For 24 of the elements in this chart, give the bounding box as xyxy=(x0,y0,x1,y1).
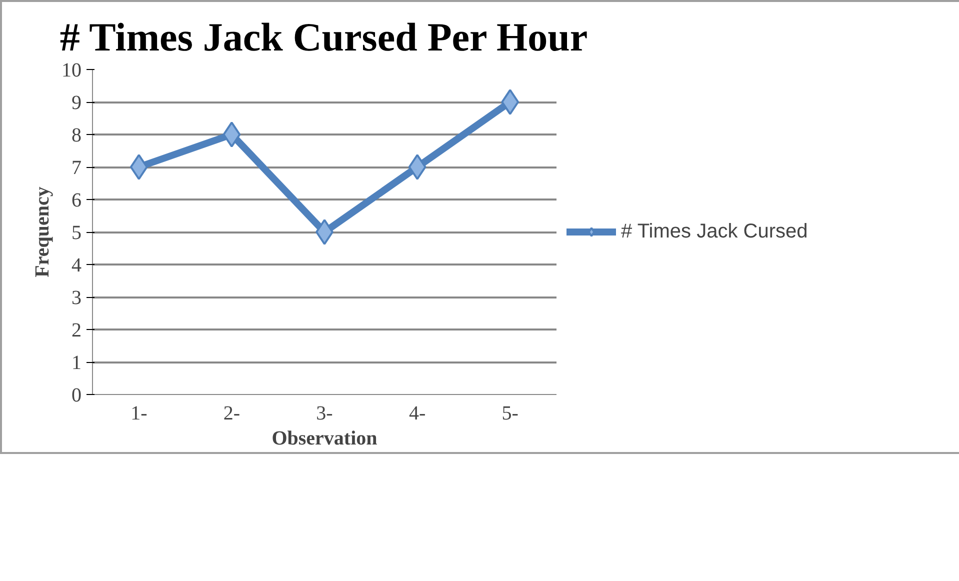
x-tick-label: 3- xyxy=(316,402,333,424)
x-tick-label: 2- xyxy=(223,402,240,424)
y-tick-label: 2 xyxy=(72,320,82,342)
y-tick-label: 6 xyxy=(72,190,82,212)
x-axis-title: Observation xyxy=(272,428,378,450)
x-tick-label: 1- xyxy=(130,402,148,424)
x-tick-label: 5- xyxy=(502,402,518,424)
y-axis-title: Frequency xyxy=(32,186,54,278)
y-tick-label: 8 xyxy=(72,124,82,146)
y-tick-label: 4 xyxy=(72,254,82,276)
chart-title: # Times Jack Cursed Per Hour xyxy=(60,14,588,60)
y-tick-label: 7 xyxy=(72,157,82,179)
y-tick-label: 1 xyxy=(72,352,82,374)
point xyxy=(130,154,148,180)
y-tick-label: 0 xyxy=(72,384,82,406)
point xyxy=(222,122,241,148)
point xyxy=(408,154,426,180)
y-tick-label: 10 xyxy=(62,60,82,82)
legend-label: # Times Jack Cursed xyxy=(621,220,808,243)
y-tick-label: 5 xyxy=(72,222,82,244)
y-tick-label: 3 xyxy=(72,287,82,309)
x-tick-label: 4- xyxy=(408,402,426,424)
point xyxy=(501,89,520,115)
y-tick-label: 9 xyxy=(72,92,82,114)
